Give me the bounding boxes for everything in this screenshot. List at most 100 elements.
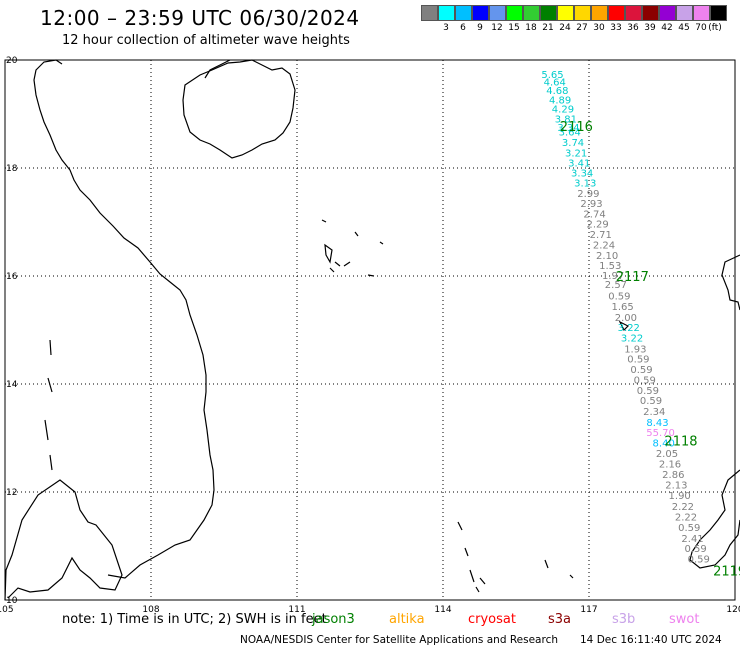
wave-height-value: 1.93 xyxy=(624,344,646,355)
wave-height-value: 2.41 xyxy=(681,534,703,545)
wave-height-value: 1.90 xyxy=(669,491,691,502)
legend-swatch xyxy=(659,5,676,21)
legend-unit: (ft) xyxy=(708,23,722,33)
wave-height-value: 0.59 xyxy=(678,523,700,534)
wave-height-value: 2.16 xyxy=(659,459,681,470)
wave-height-value: 3.34 xyxy=(557,123,579,134)
wave-height-value: 8.43 xyxy=(646,418,668,429)
wave-height-value: 2.34 xyxy=(643,407,665,418)
wave-height-value: 3.74 xyxy=(562,138,584,149)
legend-label: 27 xyxy=(576,23,588,33)
wave-height-value: 2.13 xyxy=(665,480,687,491)
legend-label: 15 xyxy=(508,23,520,33)
palawan-coastline xyxy=(689,469,740,569)
wave-height-value: 2.05 xyxy=(656,449,678,460)
legend-swatch xyxy=(472,5,489,21)
lat-tick-label: 16 xyxy=(6,272,18,282)
wave-height-value: 1.65 xyxy=(611,302,633,313)
wave-height-value: 3.64 xyxy=(559,127,581,138)
legend-label: 42 xyxy=(661,23,673,33)
lat-tick-label: 18 xyxy=(6,164,18,174)
wave-height-value: 8.40 xyxy=(653,438,675,449)
wave-height-value: 0.59 xyxy=(637,386,659,397)
wave-height-value: 0.59 xyxy=(688,554,710,565)
luzon-coastline xyxy=(721,254,740,311)
map-title: 12:00 – 23:59 UTC 06/30/2024 xyxy=(40,6,360,30)
wave-height-value: 4.68 xyxy=(546,86,568,97)
wave-height-value: 2.24 xyxy=(593,241,615,252)
wave-height-value: 1.97 xyxy=(602,271,624,282)
lat-tick-label: 20 xyxy=(6,56,18,66)
wave-height-value: 3.41 xyxy=(568,159,590,170)
generation-timestamp: 14 Dec 16:11:40 UTC 2024 xyxy=(580,634,722,646)
legend-swatch xyxy=(506,5,523,21)
legend-swatch xyxy=(676,5,693,21)
wave-height-value: 2.22 xyxy=(672,502,694,513)
pass-number-label: 2119 xyxy=(713,564,740,579)
lat-tick-label: 12 xyxy=(6,488,17,498)
satellite-name: cryosat xyxy=(468,612,516,627)
map-subtitle: 12 hour collection of altimeter wave hei… xyxy=(62,33,350,48)
spratly-islands xyxy=(457,521,574,593)
wave-height-value: 0.59 xyxy=(627,355,649,366)
legend-swatch xyxy=(693,5,710,21)
legend-label: 33 xyxy=(610,23,622,33)
wave-height-value: 2.00 xyxy=(615,313,637,324)
legend-label: 9 xyxy=(477,23,483,33)
coastlines xyxy=(4,59,740,601)
wave-height-value: 3.34 xyxy=(571,168,593,179)
wave-height-value: 2.57 xyxy=(605,280,627,291)
lat-tick-label: 10 xyxy=(6,596,18,606)
hainan-coastline xyxy=(182,59,296,159)
legend-label: 18 xyxy=(525,23,537,33)
legend-swatch xyxy=(455,5,472,21)
legend-label: 24 xyxy=(559,23,571,33)
legend-swatch xyxy=(540,5,557,21)
gulf-islands xyxy=(44,339,53,471)
legend-swatch xyxy=(574,5,591,21)
lon-tick-label: 108 xyxy=(142,605,159,615)
wave-height-value: 3.22 xyxy=(621,334,643,345)
legend-label: 3 xyxy=(443,23,449,33)
paracel-islands xyxy=(321,219,384,277)
lon-tick-label: 114 xyxy=(434,605,451,615)
pass-number-label: 2116 xyxy=(560,120,593,135)
satellite-name: swot xyxy=(669,612,700,627)
legend-label: 45 xyxy=(678,23,690,33)
wave-height-value: 0.59 xyxy=(634,376,656,387)
wave-height-value: 2.99 xyxy=(577,189,599,200)
pass-number-label: 2118 xyxy=(664,435,697,450)
lon-tick-label: 117 xyxy=(580,605,597,615)
legend-swatch xyxy=(608,5,625,21)
wave-height-value: 4.89 xyxy=(549,95,571,106)
wave-height-value: 2.74 xyxy=(583,209,605,220)
legend-label: 6 xyxy=(460,23,466,33)
legend-label: 12 xyxy=(491,23,503,33)
wave-height-value: 5.65 xyxy=(541,70,563,81)
wave-height-value: 0.59 xyxy=(685,544,707,555)
satellite-name: jason3 xyxy=(312,612,355,627)
leizhou-coastline xyxy=(204,59,231,79)
legend-swatch xyxy=(557,5,574,21)
wave-height-value: 0.59 xyxy=(608,291,630,302)
legend-label: 21 xyxy=(542,23,554,33)
wave-height-value: 3.81 xyxy=(555,114,577,125)
wave-height-value: 2.29 xyxy=(587,220,609,231)
wave-height-value: 2.71 xyxy=(590,230,612,241)
legend-swatch xyxy=(438,5,455,21)
wave-height-value: 2.86 xyxy=(662,470,684,481)
wave-height-value: 2.10 xyxy=(596,251,618,262)
lon-tick-label: 120 xyxy=(726,605,740,615)
wave-height-value: 55.70 xyxy=(646,428,675,439)
satellite-name: s3a xyxy=(548,612,572,627)
wave-height-value: 1.53 xyxy=(599,261,621,272)
wave-height-value: 3.22 xyxy=(618,323,640,334)
pass-number-label: 2117 xyxy=(616,270,649,285)
axis-ticks: 105 108 111 114 117 120 20 18 16 14 12 10 xyxy=(0,56,740,615)
legend-label: 36 xyxy=(627,23,639,33)
lat-tick-label: 14 xyxy=(6,380,18,390)
wave-height-value: 0.59 xyxy=(630,365,652,376)
legend-swatch xyxy=(489,5,506,21)
satellite-name: s3b xyxy=(612,612,636,627)
